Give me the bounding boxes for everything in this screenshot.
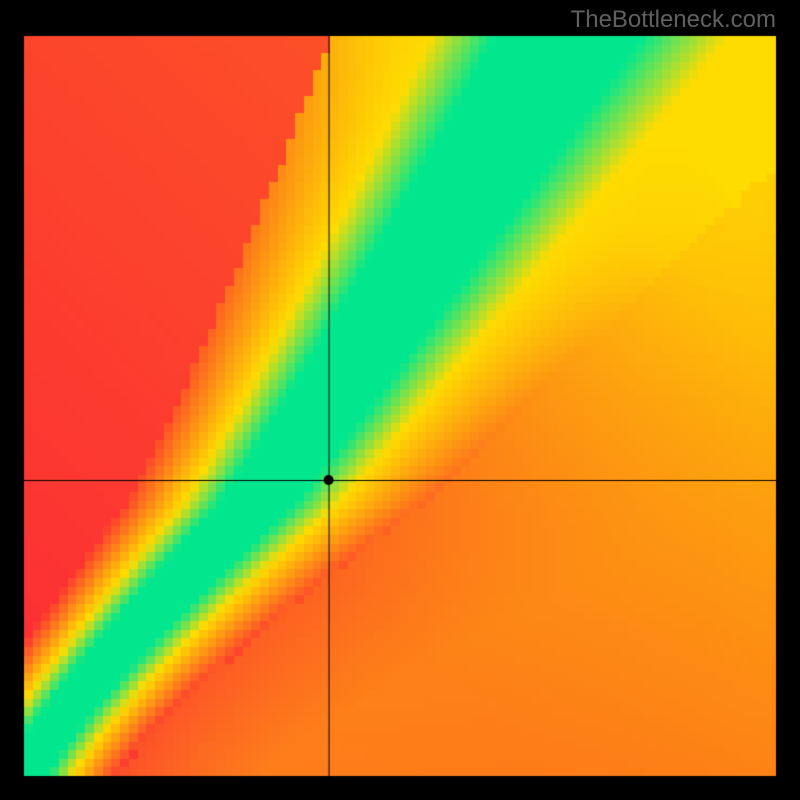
heatmap-container: TheBottleneck.com xyxy=(0,0,800,800)
heatmap-canvas xyxy=(0,0,800,800)
watermark-text: TheBottleneck.com xyxy=(571,6,776,34)
